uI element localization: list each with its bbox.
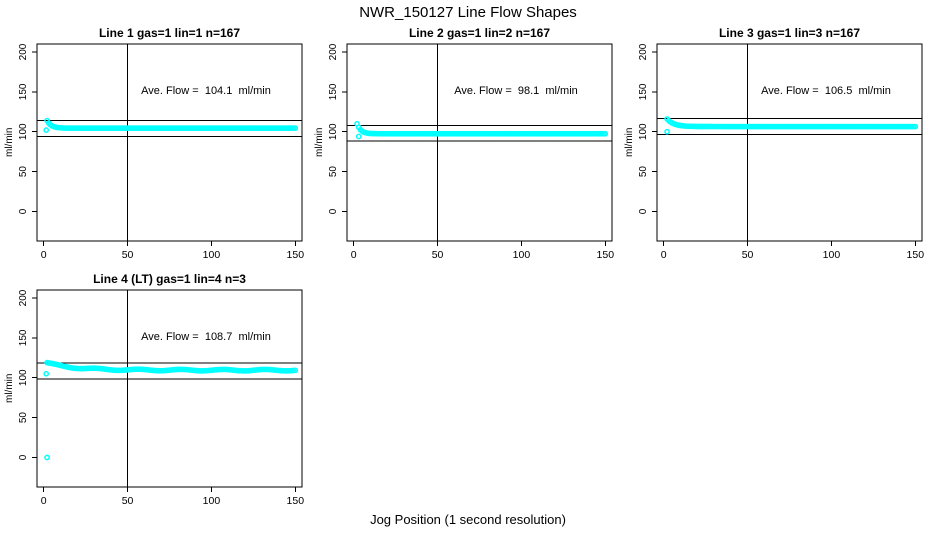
svg-text:0: 0 xyxy=(638,208,649,214)
svg-text:0: 0 xyxy=(41,249,47,261)
svg-text:0: 0 xyxy=(661,249,667,261)
plot-canvas-line-4: 0 50 100 150 0 50 100 150 200 xyxy=(18,289,305,507)
svg-text:150: 150 xyxy=(597,249,615,261)
y-axis-label: ml/min xyxy=(4,373,15,404)
panel-line-4: 0 50 100 150 0 50 100 150 200 Line 4 (LT) gas=1 … xyxy=(2,270,314,520)
svg-text:50: 50 xyxy=(432,249,444,261)
svg-text:0: 0 xyxy=(328,208,339,214)
svg-text:200: 200 xyxy=(18,43,29,60)
ave-flow-annotation: Ave. Flow = 98.1 ml/min xyxy=(454,85,578,97)
panel-title-line-4: Line 4 (LT) gas=1 lin=4 n=3 xyxy=(93,272,246,286)
plot-canvas-line-2: 0 50 100 150 0 50 100 150 200 xyxy=(328,43,615,261)
y-axis-label: ml/min xyxy=(314,127,325,158)
svg-text:100: 100 xyxy=(203,249,221,261)
svg-text:50: 50 xyxy=(328,166,339,178)
svg-text:0: 0 xyxy=(18,208,29,214)
panel-title-line-1: Line 1 gas=1 lin=1 n=167 xyxy=(98,26,241,40)
svg-text:100: 100 xyxy=(18,369,29,386)
ave-flow-annotation: Ave. Flow = 106.5 ml/min xyxy=(761,85,891,97)
svg-text:150: 150 xyxy=(287,495,305,507)
svg-text:100: 100 xyxy=(203,495,221,507)
ave-flow-annotation: Ave. Flow = 108.7 ml/min xyxy=(141,331,271,343)
plot-canvas-line-1: 0 50 100 150 0 50 100 150 200 xyxy=(18,43,305,261)
svg-text:0: 0 xyxy=(18,454,29,460)
panel-title-line-3: Line 3 gas=1 lin=3 n=167 xyxy=(718,26,861,40)
svg-text:150: 150 xyxy=(638,83,649,100)
svg-text:50: 50 xyxy=(638,166,649,178)
svg-text:150: 150 xyxy=(907,249,925,261)
svg-text:150: 150 xyxy=(328,83,339,100)
svg-text:50: 50 xyxy=(18,412,29,424)
svg-text:50: 50 xyxy=(18,166,29,178)
svg-text:100: 100 xyxy=(823,249,841,261)
svg-text:50: 50 xyxy=(742,249,754,261)
svg-text:100: 100 xyxy=(18,123,29,140)
panel-line-3: 0 50 100 150 0 50 100 150 200 Line 3 gas=1 lin=3… xyxy=(622,24,934,274)
svg-text:200: 200 xyxy=(328,43,339,60)
svg-text:200: 200 xyxy=(638,43,649,60)
svg-text:150: 150 xyxy=(287,249,305,261)
svg-text:0: 0 xyxy=(351,249,357,261)
svg-text:200: 200 xyxy=(18,289,29,306)
svg-text:150: 150 xyxy=(18,329,29,346)
figure-title: NWR_150127 Line Flow Shapes xyxy=(359,4,577,21)
svg-text:100: 100 xyxy=(328,123,339,140)
ave-flow-annotation: Ave. Flow = 104.1 ml/min xyxy=(141,85,271,97)
y-axis-label: ml/min xyxy=(624,127,635,158)
figure-x-axis-label: Jog Position (1 second resolution) xyxy=(370,512,566,527)
svg-text:50: 50 xyxy=(122,495,134,507)
svg-text:100: 100 xyxy=(513,249,531,261)
svg-text:100: 100 xyxy=(638,123,649,140)
svg-text:50: 50 xyxy=(122,249,134,261)
svg-text:0: 0 xyxy=(41,495,47,507)
plot-canvas-line-3: 0 50 100 150 0 50 100 150 200 xyxy=(638,43,925,261)
panel-title-line-2: Line 2 gas=1 lin=2 n=167 xyxy=(408,26,551,40)
svg-text:150: 150 xyxy=(18,83,29,100)
panel-line-1: 0 50 100 150 0 50 100 150 200 Line 1 gas=1 lin=1… xyxy=(2,24,314,274)
panel-line-2: 0 50 100 150 0 50 100 150 200 Line 2 gas=1 lin=2… xyxy=(312,24,624,274)
y-axis-label: ml/min xyxy=(4,127,15,158)
